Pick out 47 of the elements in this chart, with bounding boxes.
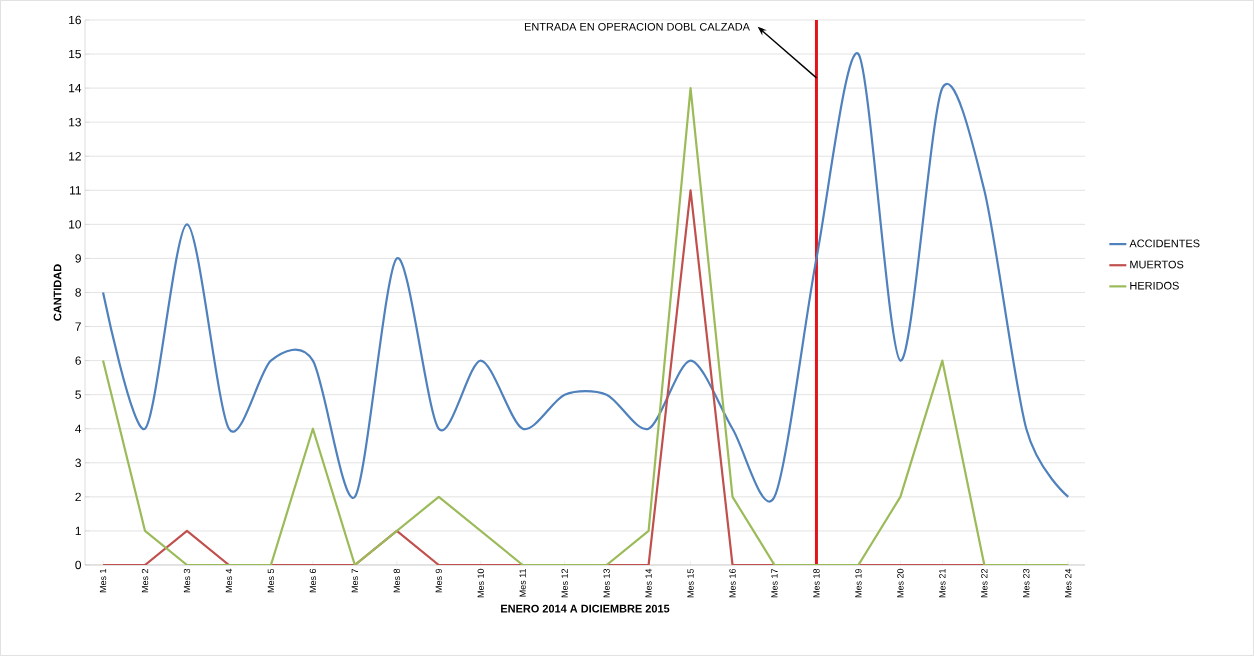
y-tick-label: 14 (69, 84, 82, 93)
x-tick-label: Mes 12 (561, 568, 568, 598)
x-tick-label: Mes 13 (603, 568, 610, 598)
x-tick-label: Mes 20 (897, 568, 904, 598)
x-tick-label: Mes 17 (771, 568, 778, 598)
y-tick-label: 6 (75, 356, 81, 365)
x-tick-label: Mes 5 (267, 568, 275, 593)
x-tick-label: Mes 21 (939, 568, 946, 598)
y-tick-label: 4 (75, 424, 82, 433)
y-tick-label: 11 (69, 186, 81, 195)
y-tick-label: 1 (75, 526, 81, 536)
x-tick-label: Mes 24 (1065, 568, 1072, 598)
x-tick-label: Mes 11 (519, 568, 526, 597)
x-tick-label: Mes 6 (309, 568, 317, 593)
y-tick-label: 9 (75, 254, 81, 263)
y-tick-label: 3 (75, 458, 81, 468)
x-tick-label: Mes 23 (1023, 568, 1030, 598)
y-tick-label: 0 (75, 560, 82, 570)
x-tick-label: Mes 3 (183, 568, 191, 593)
x-tick-label: Mes 7 (351, 568, 358, 593)
x-axis-title: ENERO 2014 A DICIEMBRE 2015 (501, 604, 670, 613)
y-tick-label: 16 (69, 15, 81, 25)
y-tick-label: 13 (69, 117, 81, 127)
y-axis-title: CANTIDAD (53, 264, 62, 321)
legend-label: HERIDOS (1130, 281, 1179, 290)
x-tick-label: Mes 8 (393, 568, 400, 593)
x-tick-label: Mes 16 (729, 568, 736, 598)
legend-label: MUERTOS (1130, 260, 1184, 269)
y-tick-label: 15 (69, 49, 81, 59)
y-tick-label: 10 (69, 220, 82, 229)
ref-line-label: ENTRADA EN OPERACION DOBL CALZADA (524, 22, 750, 31)
x-tick-label: Mes 4 (225, 568, 233, 593)
legend-label: ACCIDENTES (1129, 239, 1200, 248)
y-tick-label: 5 (75, 390, 81, 399)
x-tick-label: Mes 10 (477, 568, 484, 598)
y-tick-label: 7 (75, 322, 81, 331)
x-tick-label: Mes 14 (645, 568, 652, 598)
x-tick-label: Mes 19 (855, 568, 862, 598)
y-tick-label: 8 (75, 288, 81, 297)
y-tick-label: 12 (69, 152, 81, 161)
x-tick-label: Mes 9 (435, 568, 442, 593)
x-tick-label: Mes 15 (687, 568, 694, 598)
x-tick-label: Mes 1 (99, 568, 107, 593)
x-tick-label: Mes 18 (813, 568, 820, 598)
x-tick-label: Mes 22 (981, 568, 988, 598)
x-tick-label: Mes 2 (141, 568, 149, 593)
y-tick-label: 2 (75, 492, 81, 502)
